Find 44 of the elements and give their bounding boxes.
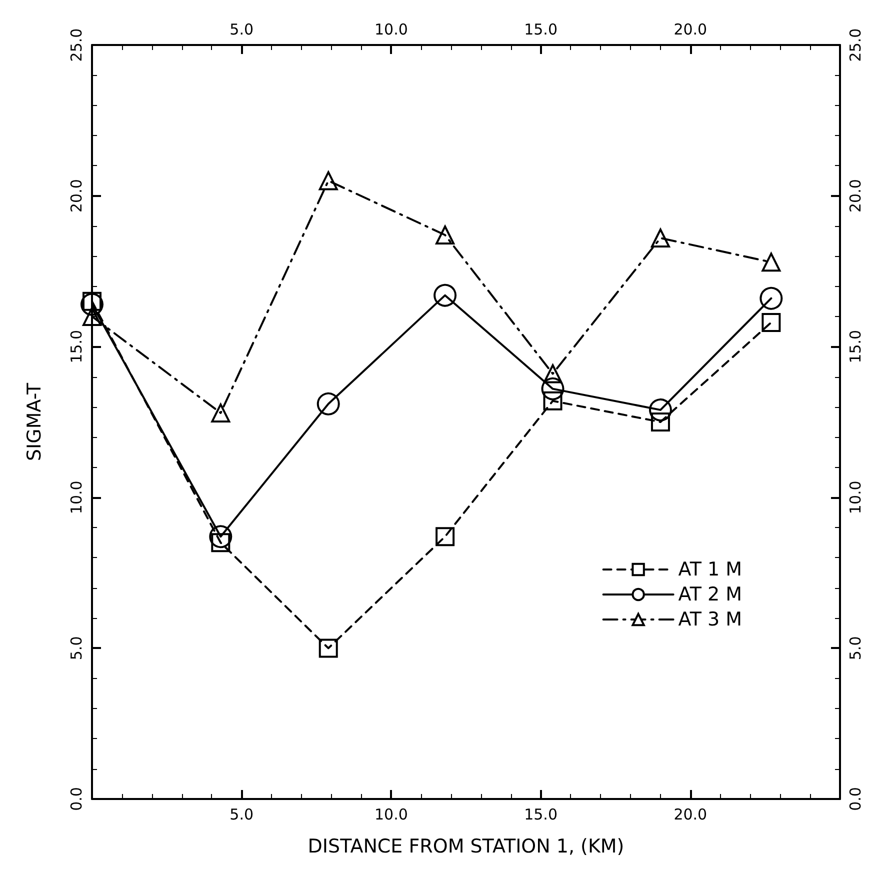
y2-tick-label: 0.0 <box>846 787 864 811</box>
x2-tick-label: 15.0 <box>524 20 558 38</box>
point <box>650 412 670 432</box>
y2-tick-label: 10.0 <box>846 480 864 514</box>
point <box>543 364 562 384</box>
x2-tick-label: 10.0 <box>374 20 408 38</box>
point <box>211 403 230 422</box>
point <box>318 171 338 190</box>
y-tick-label: 10.0 <box>68 480 86 514</box>
point <box>762 312 781 332</box>
point <box>650 228 670 248</box>
point <box>80 292 104 316</box>
y2-tick-label: 20.0 <box>846 179 864 213</box>
x2-tick-label: 5.0 <box>230 20 254 38</box>
x-tick-label: 10.0 <box>374 806 408 824</box>
x-tick-label: 5.0 <box>230 806 254 824</box>
point <box>209 525 232 548</box>
y-tick-label: 25.0 <box>68 28 86 62</box>
x-axis-title: DISTANCE FROM STATION 1, (KM) <box>308 836 624 858</box>
point <box>436 226 455 245</box>
legend-label: AT 3 M <box>678 608 742 630</box>
y2-tick-label: 15.0 <box>846 330 864 364</box>
y-axis-title: SIGMA-T <box>24 382 46 462</box>
y2-tick-label: 25.0 <box>846 28 864 62</box>
point <box>541 377 564 400</box>
y-tick-label: 20.0 <box>68 179 86 213</box>
y-tick-label: 0.0 <box>68 787 86 811</box>
point <box>543 391 562 410</box>
point <box>316 392 340 416</box>
point <box>82 306 102 326</box>
point <box>434 284 457 307</box>
x-tick-label: 20.0 <box>674 806 708 824</box>
x2-tick-label: 20.0 <box>674 20 708 38</box>
y2-tick-label: 5.0 <box>846 636 864 660</box>
y-tick-label: 15.0 <box>68 330 86 364</box>
point <box>762 252 781 272</box>
x-tick-label: 15.0 <box>524 806 558 824</box>
legend-label: AT 1 M <box>678 558 742 580</box>
point <box>436 527 455 546</box>
point <box>649 398 672 422</box>
legend-label: AT 2 M <box>678 584 742 606</box>
point <box>318 638 338 658</box>
y-tick-label: 5.0 <box>68 636 86 660</box>
point <box>760 286 783 310</box>
